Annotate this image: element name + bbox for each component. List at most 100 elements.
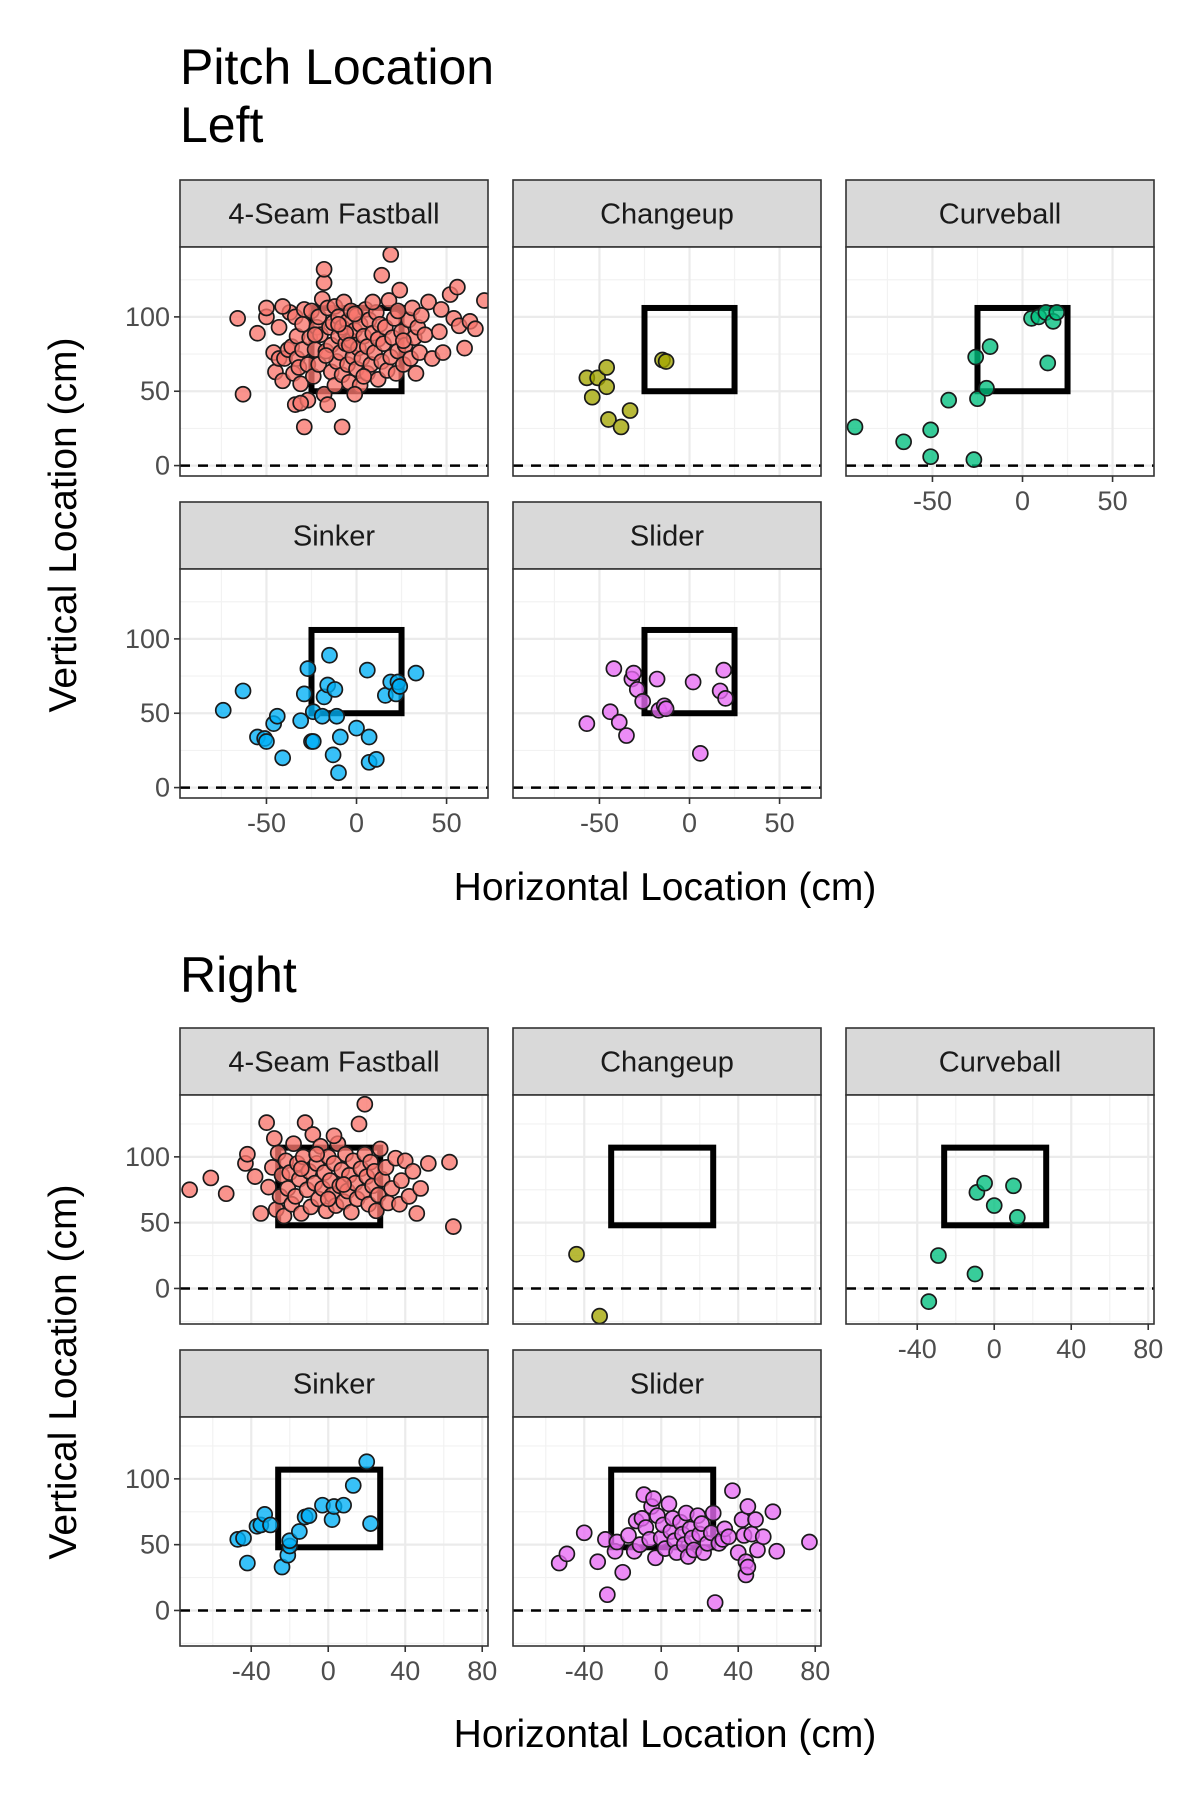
y-tick-label: 100 <box>125 302 170 332</box>
data-point <box>346 305 364 323</box>
data-point <box>356 1095 374 1113</box>
panel-border <box>512 246 822 477</box>
panel-border <box>845 246 1155 477</box>
x-tick-label: 80 <box>467 1656 497 1686</box>
data-point <box>335 1176 352 1193</box>
facet-panel-changeup: Changeup <box>512 1027 822 1325</box>
data-point <box>598 359 616 376</box>
facet-panel-4-seam-fastball: 4-Seam Fastball 0 50 100 <box>125 179 489 481</box>
data-point <box>324 746 342 764</box>
facet-panel-slider: Slider -50 0 50 <box>512 501 822 838</box>
y-tick-label: 100 <box>125 1142 170 1172</box>
x-tick-label: 40 <box>723 1656 753 1686</box>
data-point <box>404 1162 422 1180</box>
data-point <box>966 1265 984 1283</box>
data-point <box>299 660 317 677</box>
data-point <box>270 318 288 336</box>
data-point <box>895 433 912 451</box>
x-tick-label: 0 <box>1015 486 1030 516</box>
x-tick-label: 0 <box>987 1334 1002 1364</box>
x-tick-label: 80 <box>1133 1334 1163 1364</box>
data-point <box>985 1197 1003 1214</box>
strike-zone <box>608 1144 717 1229</box>
data-point <box>380 292 398 309</box>
data-point <box>214 701 232 719</box>
strip-background <box>179 179 489 248</box>
facet-panel-curveball: Curveball -40 0 40 80 <box>845 1027 1163 1364</box>
data-point <box>319 1190 337 1208</box>
panel-border <box>845 1094 1155 1325</box>
data-point <box>625 664 643 682</box>
panel-border <box>512 1416 822 1647</box>
data-point <box>321 646 338 664</box>
strike-zone <box>941 1144 1050 1229</box>
data-point <box>202 1169 220 1187</box>
y-tick-label: 0 <box>155 1595 170 1625</box>
facet-panel-sinker: Sinker 0 50 100 -50 0 50 <box>125 501 489 838</box>
data-point <box>304 733 322 750</box>
data-point <box>724 1482 741 1500</box>
strip-label: Sinker <box>293 1369 376 1401</box>
data-point <box>715 661 733 679</box>
panel-border <box>512 568 822 799</box>
data-point <box>355 368 373 385</box>
data-point <box>364 293 382 311</box>
data-point <box>258 1114 275 1131</box>
panel-background <box>846 247 1154 476</box>
data-point <box>308 1145 326 1163</box>
strip-background <box>512 1027 822 1096</box>
data-point <box>249 324 266 342</box>
data-point <box>181 1181 198 1199</box>
data-point <box>981 338 999 355</box>
x-tick-label: -50 <box>247 808 286 838</box>
data-point <box>291 1523 308 1540</box>
y-tick-label: 50 <box>140 1530 170 1560</box>
data-point <box>229 310 246 327</box>
data-point <box>333 418 351 436</box>
data-point <box>1008 1209 1026 1226</box>
x-tick-label: -50 <box>913 486 952 516</box>
x-tick-label: -40 <box>898 1334 937 1364</box>
data-point <box>432 301 450 318</box>
data-point <box>691 745 709 762</box>
data-point <box>258 299 275 317</box>
data-point <box>296 1114 314 1131</box>
x-tick-label: 0 <box>321 1656 336 1686</box>
data-point <box>265 1130 283 1147</box>
data-point <box>292 375 310 393</box>
panel-border <box>179 246 489 477</box>
data-point <box>408 1205 426 1222</box>
strip-label: Sinker <box>293 521 376 553</box>
data-point <box>234 682 252 700</box>
facet-panel-changeup: Changeup <box>512 179 822 477</box>
x-tick-label: 0 <box>682 808 697 838</box>
y-tick-label: 0 <box>155 451 170 481</box>
data-point <box>330 764 347 782</box>
panel-background <box>513 1095 821 1324</box>
data-point <box>441 1153 458 1171</box>
strip-label: 4-Seam Fastball <box>228 1047 439 1079</box>
data-point <box>394 332 412 350</box>
y-tick-label: 50 <box>140 376 170 406</box>
strike-zone <box>275 1466 384 1551</box>
data-point <box>967 348 985 366</box>
data-point <box>373 266 391 284</box>
strip-background <box>512 1349 822 1418</box>
data-point <box>764 1503 782 1521</box>
y-axis-title-right: Vertical Location (cm) <box>42 1185 85 1560</box>
data-point <box>367 750 385 768</box>
data-point <box>412 1180 429 1197</box>
data-point <box>268 707 286 725</box>
data-point <box>304 1126 322 1143</box>
strip-background <box>512 501 822 570</box>
y-axis-title-left: Vertical Location (cm) <box>42 338 85 713</box>
data-point <box>391 678 409 695</box>
data-point <box>645 1490 662 1507</box>
x-tick-label: 0 <box>654 1656 669 1686</box>
data-point <box>294 315 311 333</box>
data-point <box>362 1515 379 1532</box>
data-point <box>330 315 347 333</box>
strike-zone <box>641 304 738 395</box>
facet-panels: 4-Seam Fastball 0 50 100 Changeup Curveball -5… <box>125 179 1163 1686</box>
data-point <box>965 451 983 468</box>
